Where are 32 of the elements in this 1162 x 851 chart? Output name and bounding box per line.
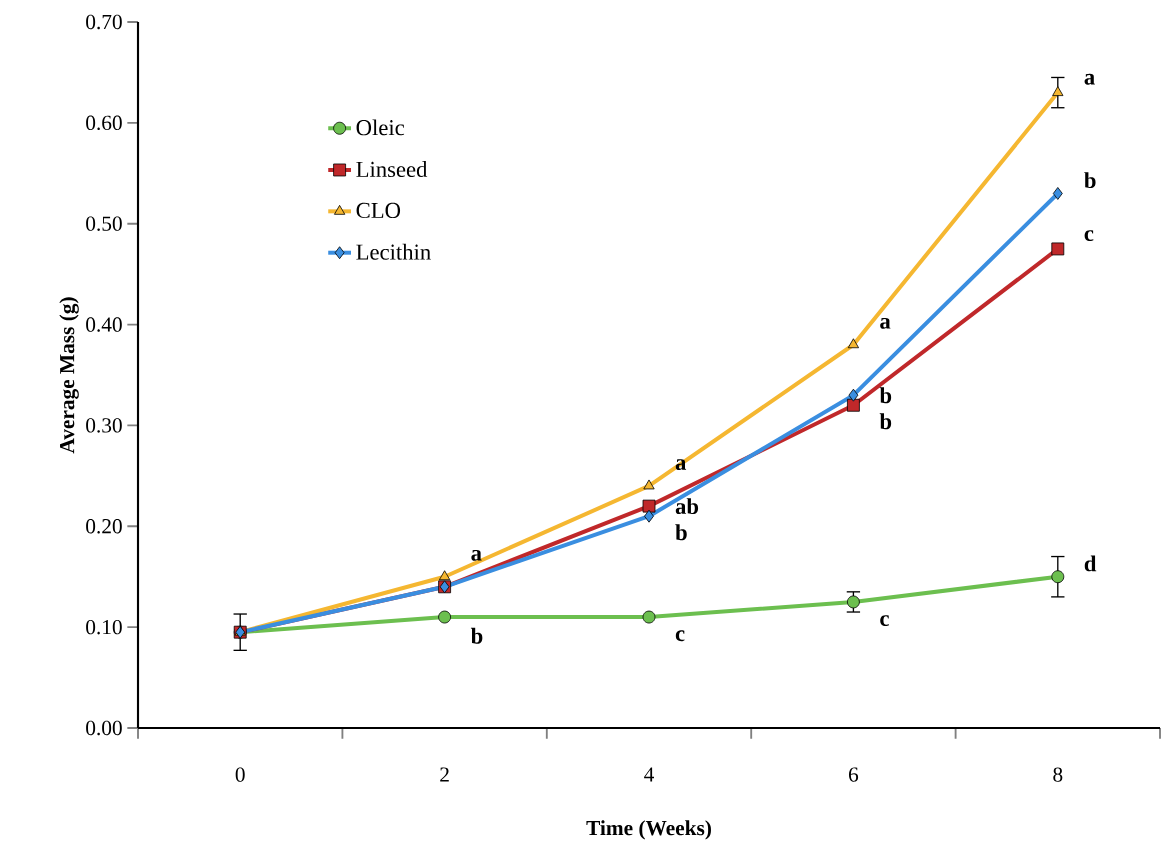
annotation: ab (675, 498, 699, 515)
annotation: c (880, 615, 889, 627)
annotation: b (470, 627, 483, 644)
annotation: d (1084, 555, 1097, 572)
legend-label: CLO (356, 202, 401, 219)
annotation: b (675, 524, 687, 541)
y-tick-label: 0.40 (86, 317, 122, 332)
annotation: b (879, 413, 892, 430)
annotation: c (1084, 230, 1094, 242)
annotation: b (879, 387, 892, 404)
x-tick-label: 6 (848, 767, 859, 782)
y-axis-title: Average Mass (g) (59, 297, 79, 454)
y-tick-label: 0.10 (86, 619, 122, 635)
x-tick-label: 0 (235, 767, 245, 782)
x-tick-label: 2 (440, 767, 449, 782)
annotation: b (1084, 172, 1096, 189)
annotation: c (675, 630, 685, 642)
annotation: a (471, 549, 482, 561)
annotation: a (880, 317, 891, 329)
y-tick-label: 0.70 (86, 14, 122, 30)
x-axis-title: Time (Weeks) (586, 820, 711, 840)
x-tick-label: 4 (644, 767, 654, 782)
y-tick-label: 0.60 (86, 115, 122, 131)
legend-label: Oleic (356, 119, 405, 136)
y-tick-label: 0.20 (86, 519, 122, 534)
annotation: a (1084, 73, 1095, 85)
y-tick-label: 0.50 (86, 216, 122, 231)
legend-label: Linseed (356, 161, 428, 178)
x-tick-label: 8 (1053, 767, 1063, 782)
y-tick-label: 0.30 (86, 418, 122, 433)
legend-label: Lecithin (356, 243, 431, 260)
y-tick-label: 0.00 (86, 720, 122, 736)
